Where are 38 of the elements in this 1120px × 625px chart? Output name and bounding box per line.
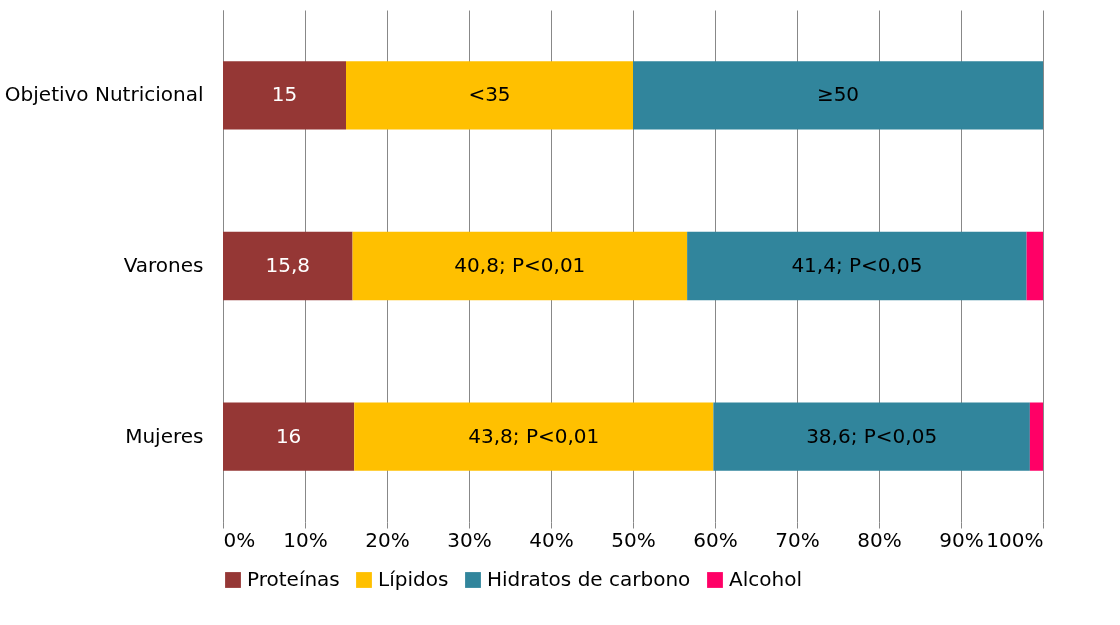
x-tick-label: 50% <box>611 527 656 552</box>
legend-label: Hidratos de carbono <box>487 567 691 591</box>
y-tick-label: Varones <box>123 253 204 277</box>
data-label: 40,8; P<0,01 <box>454 253 586 277</box>
bar <box>1026 231 1043 301</box>
bar <box>352 231 688 301</box>
y-tick-label: Objetivo Nutricional <box>4 82 204 107</box>
x-tick-label: 80% <box>857 527 902 552</box>
legend-label: Alcohol <box>729 567 802 591</box>
bar <box>354 402 714 471</box>
x-tick-label: 20% <box>365 527 410 552</box>
legend-label: Lípidos <box>378 567 449 591</box>
legend-label: Proteínas <box>247 567 340 591</box>
x-tick-label: 40% <box>529 527 574 552</box>
data-label: 41,4; P<0,05 <box>791 253 923 277</box>
data-label: 15,8 <box>265 253 311 277</box>
x-tick-label: 60% <box>693 527 738 552</box>
data-label: 15 <box>271 82 298 107</box>
x-tick-label: 70% <box>775 527 820 552</box>
data-label: 43,8; P<0,01 <box>468 423 600 448</box>
data-label: ≥50 <box>816 82 860 107</box>
data-label: 16 <box>275 423 302 448</box>
bar <box>1029 402 1043 471</box>
data-label: 38,6; P<0,05 <box>806 423 938 448</box>
x-tick-label: 90% <box>939 527 984 552</box>
x-tick-label: 100% <box>986 527 1044 552</box>
x-tick-label: 10% <box>283 527 328 552</box>
data-label: <35 <box>468 82 511 107</box>
bar <box>633 61 1043 130</box>
bar <box>713 402 1030 471</box>
x-tick-label: 30% <box>447 527 492 552</box>
bar <box>223 61 346 130</box>
bar <box>346 61 633 130</box>
bar <box>687 231 1027 301</box>
x-tick-label: 0% <box>223 527 256 552</box>
bar <box>223 231 353 301</box>
y-tick-label: Mujeres <box>125 423 204 448</box>
bar <box>223 402 355 471</box>
